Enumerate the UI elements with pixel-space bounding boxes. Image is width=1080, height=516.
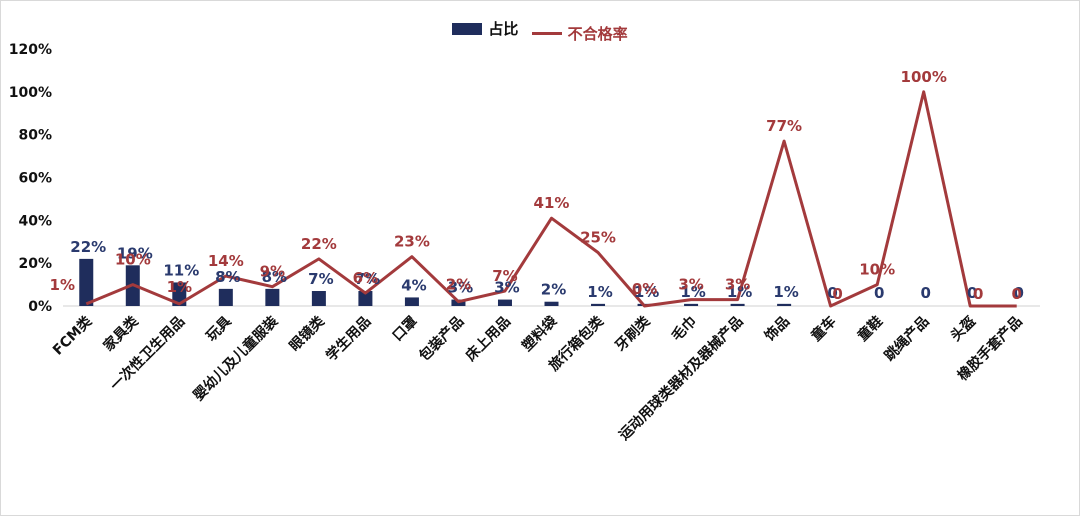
x-tick-label: 婴幼儿及儿童服装	[190, 312, 282, 404]
line-data-label: 0	[1012, 285, 1022, 303]
x-tick-label: 头盔	[947, 313, 979, 345]
line-data-label: 10%	[859, 261, 895, 279]
bar-data-label: 11%	[163, 261, 199, 279]
bar	[265, 288, 280, 306]
line-data-label: 14%	[208, 252, 244, 270]
bar	[544, 301, 559, 306]
bar	[591, 303, 606, 306]
legend-item-line: 不合格率	[531, 23, 628, 44]
legend-item-bar: 占比	[452, 18, 518, 39]
x-tick-label: 口罩	[390, 314, 421, 345]
line-data-label: 0	[832, 285, 842, 303]
bar-data-label: 1%	[587, 283, 612, 301]
y-tick-label: 20%	[18, 256, 52, 272]
x-tick-label: 塑料袋	[519, 312, 561, 354]
x-tick-label: 牙刷类	[612, 312, 654, 354]
bar-data-label: 2%	[541, 281, 566, 299]
bar	[358, 291, 373, 306]
bar	[311, 291, 326, 306]
bar	[777, 303, 792, 306]
bar	[218, 288, 233, 306]
bar-data-label: 7%	[308, 270, 333, 288]
bar-data-label: 0	[1014, 284, 1024, 302]
bar-data-label: 4%	[401, 276, 426, 294]
bar	[404, 297, 419, 306]
bar-data-label: 3%	[448, 279, 473, 297]
line-data-label: 9%	[260, 263, 285, 281]
bar-data-label: 0	[967, 284, 977, 302]
bar-data-label: 19%	[117, 244, 153, 262]
line-data-label: 10%	[115, 251, 151, 269]
x-tick-label: 床上用品	[462, 313, 514, 365]
y-tick-label: 0%	[28, 299, 52, 315]
y-tick-label: 40%	[18, 213, 52, 229]
bar-data-label: 1%	[634, 283, 659, 301]
x-tick-label: 童车	[808, 313, 840, 345]
line-data-label: 1%	[167, 278, 192, 296]
bar-data-label: 0	[874, 284, 884, 302]
legend-line-label: 不合格率	[567, 24, 628, 43]
line-data-label: 6%	[353, 269, 378, 287]
bar-data-label: 8%	[215, 268, 240, 286]
bar-data-label: 0	[920, 284, 930, 302]
legend-bar-label: 占比	[488, 20, 519, 38]
line-data-label: 1%	[50, 276, 75, 294]
y-tick-label: 120%	[9, 42, 52, 58]
bar-data-label: 0	[827, 284, 837, 302]
bar	[730, 303, 745, 306]
line-data-label: 0%	[632, 280, 657, 298]
bar-data-label: 8%	[262, 268, 287, 286]
bar-data-label: 22%	[70, 238, 106, 256]
x-tick-label: 包装产品	[416, 313, 468, 365]
bar	[684, 303, 699, 306]
y-tick-label: 80%	[18, 128, 52, 144]
line-data-label: 7%	[492, 267, 517, 285]
x-tick-label: 童鞋	[854, 313, 886, 345]
bar	[79, 258, 94, 306]
line-data-label: 3%	[725, 276, 750, 294]
line-data-label: 100%	[901, 68, 947, 86]
line-data-label: 23%	[394, 233, 430, 251]
bar	[497, 299, 512, 306]
x-tick-label: 家具类	[100, 312, 142, 354]
line-data-label: 3%	[678, 276, 703, 294]
x-tick-label: 玩具	[204, 314, 235, 345]
line-data-label: 41%	[534, 194, 570, 212]
line-data-label: 25%	[580, 228, 616, 246]
line-data-label: 22%	[301, 235, 337, 253]
x-tick-label: 饰品	[761, 313, 793, 345]
x-tick-label: FCM类	[49, 312, 96, 359]
y-tick-label: 60%	[18, 171, 52, 187]
line-data-label: 0	[973, 285, 983, 303]
bar-data-label: 3%	[494, 279, 519, 297]
legend-bar-swatch	[452, 22, 483, 35]
bar-data-label: 7%	[355, 270, 380, 288]
x-tick-label: 跳绳产品	[881, 313, 933, 365]
x-tick-label: 眼镜类	[286, 312, 328, 354]
x-tick-label: 学生用品	[323, 313, 375, 365]
bar-data-label: 1%	[773, 283, 798, 301]
line-data-label: 2%	[446, 276, 471, 294]
x-tick-label: 毛巾	[668, 313, 700, 345]
line-data-label: 77%	[766, 117, 802, 135]
bar-data-label: 1%	[680, 283, 705, 301]
legend-line-swatch	[531, 31, 562, 35]
legend: 占比 不合格率	[0, 18, 1080, 44]
y-tick-label: 100%	[9, 85, 52, 101]
line-series	[85, 90, 1017, 308]
bar-data-label: 1%	[727, 283, 752, 301]
